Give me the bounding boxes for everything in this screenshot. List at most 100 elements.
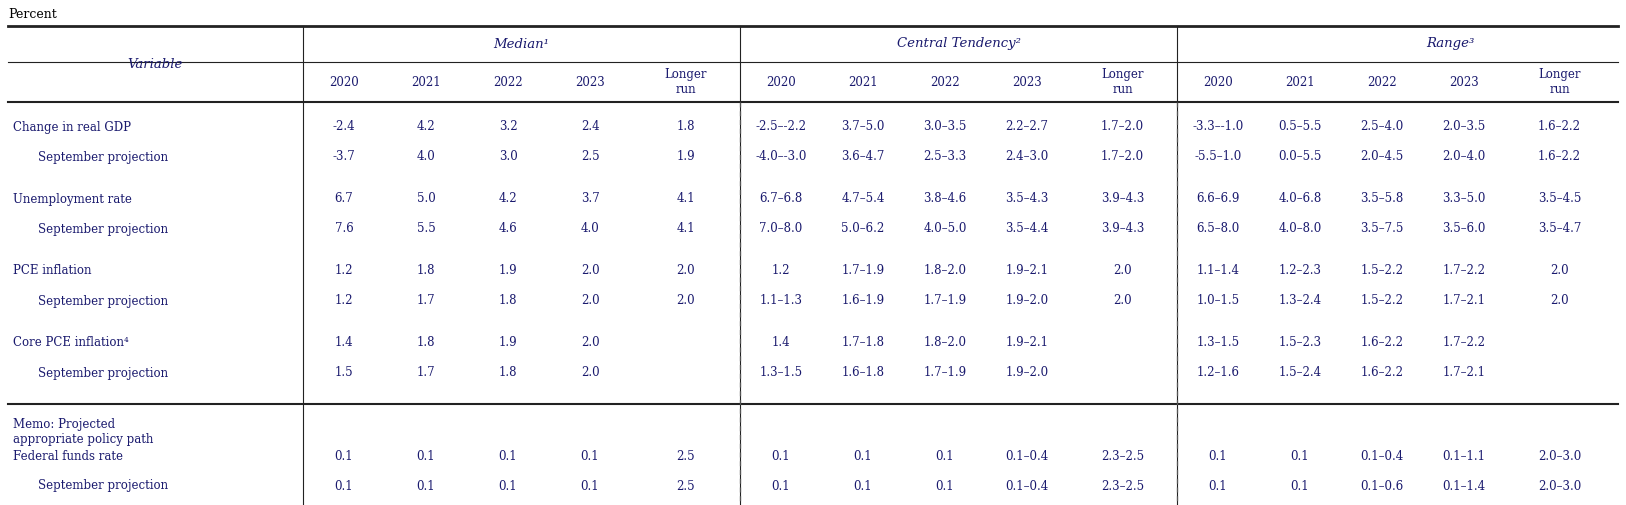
Text: Range³: Range³ (1426, 37, 1475, 50)
Text: 2.0–4.5: 2.0–4.5 (1361, 150, 1403, 164)
Text: 1.7–1.9: 1.7–1.9 (841, 265, 885, 278)
Text: Core PCE inflation⁴: Core PCE inflation⁴ (13, 336, 128, 349)
Text: 4.0–6.8: 4.0–6.8 (1278, 192, 1322, 206)
Text: 5.0–6.2: 5.0–6.2 (841, 223, 885, 235)
Text: 1.1–1.4: 1.1–1.4 (1197, 265, 1239, 278)
Text: 1.2–1.6: 1.2–1.6 (1197, 367, 1239, 379)
Text: 3.5–6.0: 3.5–6.0 (1442, 223, 1486, 235)
Text: 0.1: 0.1 (335, 480, 353, 492)
Text: 1.7–1.9: 1.7–1.9 (924, 367, 966, 379)
Text: 0.1: 0.1 (854, 480, 872, 492)
Text: 3.3–5.0: 3.3–5.0 (1442, 192, 1486, 206)
Text: 2022: 2022 (1367, 76, 1397, 88)
Text: 3.0–3.5: 3.0–3.5 (924, 121, 967, 133)
Text: 1.7: 1.7 (416, 367, 436, 379)
Text: 1.8: 1.8 (416, 265, 436, 278)
Text: 4.0: 4.0 (580, 223, 600, 235)
Text: 0.1: 0.1 (416, 449, 436, 463)
Text: 2020: 2020 (1203, 76, 1233, 88)
Text: 2023: 2023 (1449, 76, 1480, 88)
Text: 1.7–1.8: 1.7–1.8 (842, 336, 885, 349)
Text: Longer
run: Longer run (665, 68, 707, 96)
Text: 6.7: 6.7 (335, 192, 353, 206)
Text: 0.1–0.4: 0.1–0.4 (1005, 449, 1049, 463)
Text: 2.3–2.5: 2.3–2.5 (1101, 480, 1145, 492)
Text: 3.5–4.5: 3.5–4.5 (1538, 192, 1580, 206)
Text: 1.7: 1.7 (416, 294, 436, 308)
Text: 6.6–6.9: 6.6–6.9 (1197, 192, 1239, 206)
Text: September projection: September projection (37, 367, 167, 379)
Text: 4.0–8.0: 4.0–8.0 (1278, 223, 1322, 235)
Text: 3.7–5.0: 3.7–5.0 (841, 121, 885, 133)
Text: 2.5–4.0: 2.5–4.0 (1361, 121, 1403, 133)
Text: 1.8–2.0: 1.8–2.0 (924, 265, 966, 278)
Text: 2023: 2023 (1011, 76, 1042, 88)
Text: 0.1: 0.1 (335, 449, 353, 463)
Text: 3.5–4.3: 3.5–4.3 (1005, 192, 1049, 206)
Text: Median¹: Median¹ (494, 37, 550, 50)
Text: 3.5–7.5: 3.5–7.5 (1361, 223, 1403, 235)
Text: 1.7–2.0: 1.7–2.0 (1101, 121, 1145, 133)
Text: 2.5: 2.5 (580, 150, 600, 164)
Text: 1.7–2.1: 1.7–2.1 (1442, 367, 1486, 379)
Text: 2.5: 2.5 (676, 449, 694, 463)
Text: 6.5–8.0: 6.5–8.0 (1197, 223, 1239, 235)
Text: 1.2: 1.2 (335, 294, 353, 308)
Text: 3.0: 3.0 (499, 150, 517, 164)
Text: 0.1: 0.1 (416, 480, 436, 492)
Text: 1.5: 1.5 (335, 367, 353, 379)
Text: 1.0–1.5: 1.0–1.5 (1197, 294, 1239, 308)
Text: September projection: September projection (37, 294, 167, 308)
Text: 0.1: 0.1 (1291, 480, 1309, 492)
Text: 4.6: 4.6 (499, 223, 517, 235)
Text: 4.0–5.0: 4.0–5.0 (924, 223, 967, 235)
Text: 1.9: 1.9 (499, 265, 517, 278)
Text: 2021: 2021 (1285, 76, 1315, 88)
Text: 0.1: 0.1 (499, 449, 517, 463)
Text: 2.0–3.0: 2.0–3.0 (1538, 449, 1580, 463)
Text: 2.5–3.3: 2.5–3.3 (924, 150, 966, 164)
Text: 0.1–1.1: 0.1–1.1 (1442, 449, 1486, 463)
Text: 1.5–2.3: 1.5–2.3 (1278, 336, 1322, 349)
Text: 2020: 2020 (328, 76, 359, 88)
Text: 3.9–4.3: 3.9–4.3 (1101, 192, 1145, 206)
Text: 1.7–1.9: 1.7–1.9 (924, 294, 966, 308)
Text: 0.1: 0.1 (1208, 480, 1228, 492)
Text: Variable: Variable (128, 58, 184, 71)
Text: 1.2: 1.2 (335, 265, 353, 278)
Text: 1.5–2.4: 1.5–2.4 (1278, 367, 1322, 379)
Text: 0.1–0.4: 0.1–0.4 (1005, 480, 1049, 492)
Text: 1.6–2.2: 1.6–2.2 (1538, 150, 1580, 164)
Text: -5.5–1.0: -5.5–1.0 (1195, 150, 1242, 164)
Text: September projection: September projection (37, 223, 167, 235)
Text: 3.6–4.7: 3.6–4.7 (841, 150, 885, 164)
Text: 1.5–2.2: 1.5–2.2 (1361, 265, 1403, 278)
Text: Longer
run: Longer run (1538, 68, 1580, 96)
Text: 3.5–5.8: 3.5–5.8 (1361, 192, 1403, 206)
Text: 1.8–2.0: 1.8–2.0 (924, 336, 966, 349)
Text: -2.5–-2.2: -2.5–-2.2 (756, 121, 806, 133)
Text: 2022: 2022 (930, 76, 959, 88)
Text: 4.0: 4.0 (416, 150, 436, 164)
Text: -3.7: -3.7 (333, 150, 356, 164)
Text: 2.0: 2.0 (1114, 265, 1132, 278)
Text: 2.2–2.7: 2.2–2.7 (1005, 121, 1049, 133)
Text: 1.9–2.1: 1.9–2.1 (1005, 336, 1049, 349)
Text: 1.3–1.5: 1.3–1.5 (759, 367, 803, 379)
Text: 1.6–2.2: 1.6–2.2 (1538, 121, 1580, 133)
Text: 7.0–8.0: 7.0–8.0 (759, 223, 803, 235)
Text: 2.4–3.0: 2.4–3.0 (1005, 150, 1049, 164)
Text: 4.2: 4.2 (499, 192, 517, 206)
Text: 1.4: 1.4 (335, 336, 353, 349)
Text: Central Tendency²: Central Tendency² (896, 37, 1021, 50)
Text: 0.1: 0.1 (580, 480, 600, 492)
Text: 5.5: 5.5 (416, 223, 436, 235)
Text: 2021: 2021 (411, 76, 441, 88)
Text: 2.0: 2.0 (676, 294, 694, 308)
Text: 6.7–6.8: 6.7–6.8 (759, 192, 803, 206)
Text: 1.6–1.9: 1.6–1.9 (841, 294, 885, 308)
Text: 2.0: 2.0 (580, 294, 600, 308)
Text: 0.1: 0.1 (772, 480, 790, 492)
Text: Memo: Projected
appropriate policy path: Memo: Projected appropriate policy path (13, 418, 153, 446)
Text: 2.0–3.0: 2.0–3.0 (1538, 480, 1580, 492)
